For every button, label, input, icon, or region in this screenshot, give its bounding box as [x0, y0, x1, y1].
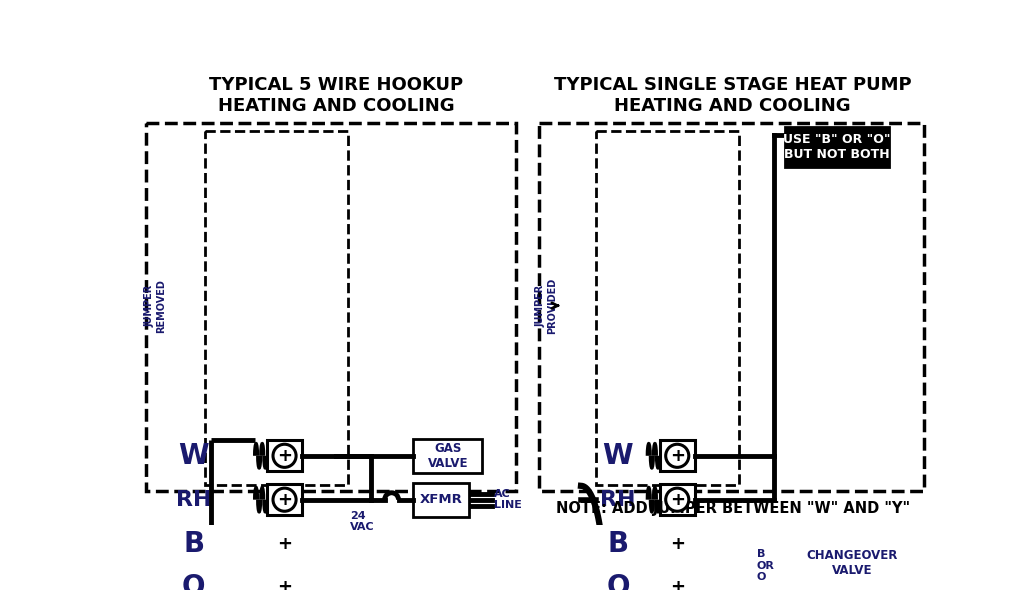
- Text: CHANGEOVER
VALVE: CHANGEOVER VALVE: [807, 549, 898, 577]
- Circle shape: [666, 532, 689, 555]
- Text: W: W: [603, 442, 633, 470]
- Text: TYPICAL 5 WIRE HOOKUP
HEATING AND COOLING: TYPICAL 5 WIRE HOOKUP HEATING AND COOLIN…: [209, 76, 463, 115]
- Text: RH: RH: [600, 490, 636, 510]
- Bar: [267, 440, 303, 471]
- Bar: [146, 123, 516, 491]
- Text: +: +: [277, 578, 292, 590]
- Text: AC
LINE: AC LINE: [494, 489, 522, 510]
- Bar: [597, 131, 739, 485]
- Text: 24
VAC: 24 VAC: [350, 511, 375, 532]
- Bar: [413, 483, 468, 517]
- Text: O: O: [606, 573, 630, 590]
- Text: JUMPER
PROVIDED: JUMPER PROVIDED: [536, 277, 557, 334]
- Text: O: O: [182, 573, 205, 590]
- Bar: [785, 127, 889, 167]
- Text: +: +: [277, 535, 292, 553]
- Text: +: +: [669, 535, 685, 553]
- Text: USE "B" OR "O"
BUT NOT BOTH: USE "B" OR "O" BUT NOT BOTH: [783, 133, 891, 161]
- Circle shape: [274, 488, 296, 512]
- Text: B: B: [607, 530, 629, 558]
- Bar: [660, 484, 695, 515]
- Text: +: +: [669, 491, 685, 509]
- Text: B: B: [183, 530, 204, 558]
- Text: W: W: [178, 442, 209, 470]
- Text: +: +: [277, 491, 292, 509]
- Text: +: +: [669, 578, 685, 590]
- Bar: [808, 536, 897, 590]
- Text: B
OR
O: B OR O: [756, 549, 775, 582]
- Bar: [267, 528, 303, 559]
- Text: +: +: [669, 447, 685, 465]
- Text: RH: RH: [176, 490, 211, 510]
- Text: XFMR: XFMR: [420, 493, 462, 506]
- Circle shape: [666, 488, 689, 512]
- Bar: [267, 484, 303, 515]
- Text: +: +: [277, 447, 292, 465]
- Bar: [660, 528, 695, 559]
- Circle shape: [274, 532, 296, 555]
- Circle shape: [274, 576, 296, 590]
- Circle shape: [274, 444, 296, 467]
- Bar: [205, 131, 348, 485]
- Bar: [660, 440, 695, 471]
- Circle shape: [666, 576, 689, 590]
- Bar: [267, 572, 303, 590]
- Text: JUMPER
REMOVED: JUMPER REMOVED: [144, 278, 166, 333]
- Text: NOTE: ADD JUMPER BETWEEN "W" AND "Y": NOTE: ADD JUMPER BETWEEN "W" AND "Y": [555, 501, 910, 516]
- Text: GAS
VALVE: GAS VALVE: [428, 442, 468, 470]
- Bar: [413, 439, 483, 473]
- Bar: [539, 123, 924, 491]
- Circle shape: [666, 444, 689, 467]
- Bar: [660, 572, 695, 590]
- Text: TYPICAL SINGLE STAGE HEAT PUMP
HEATING AND COOLING: TYPICAL SINGLE STAGE HEAT PUMP HEATING A…: [554, 76, 912, 115]
